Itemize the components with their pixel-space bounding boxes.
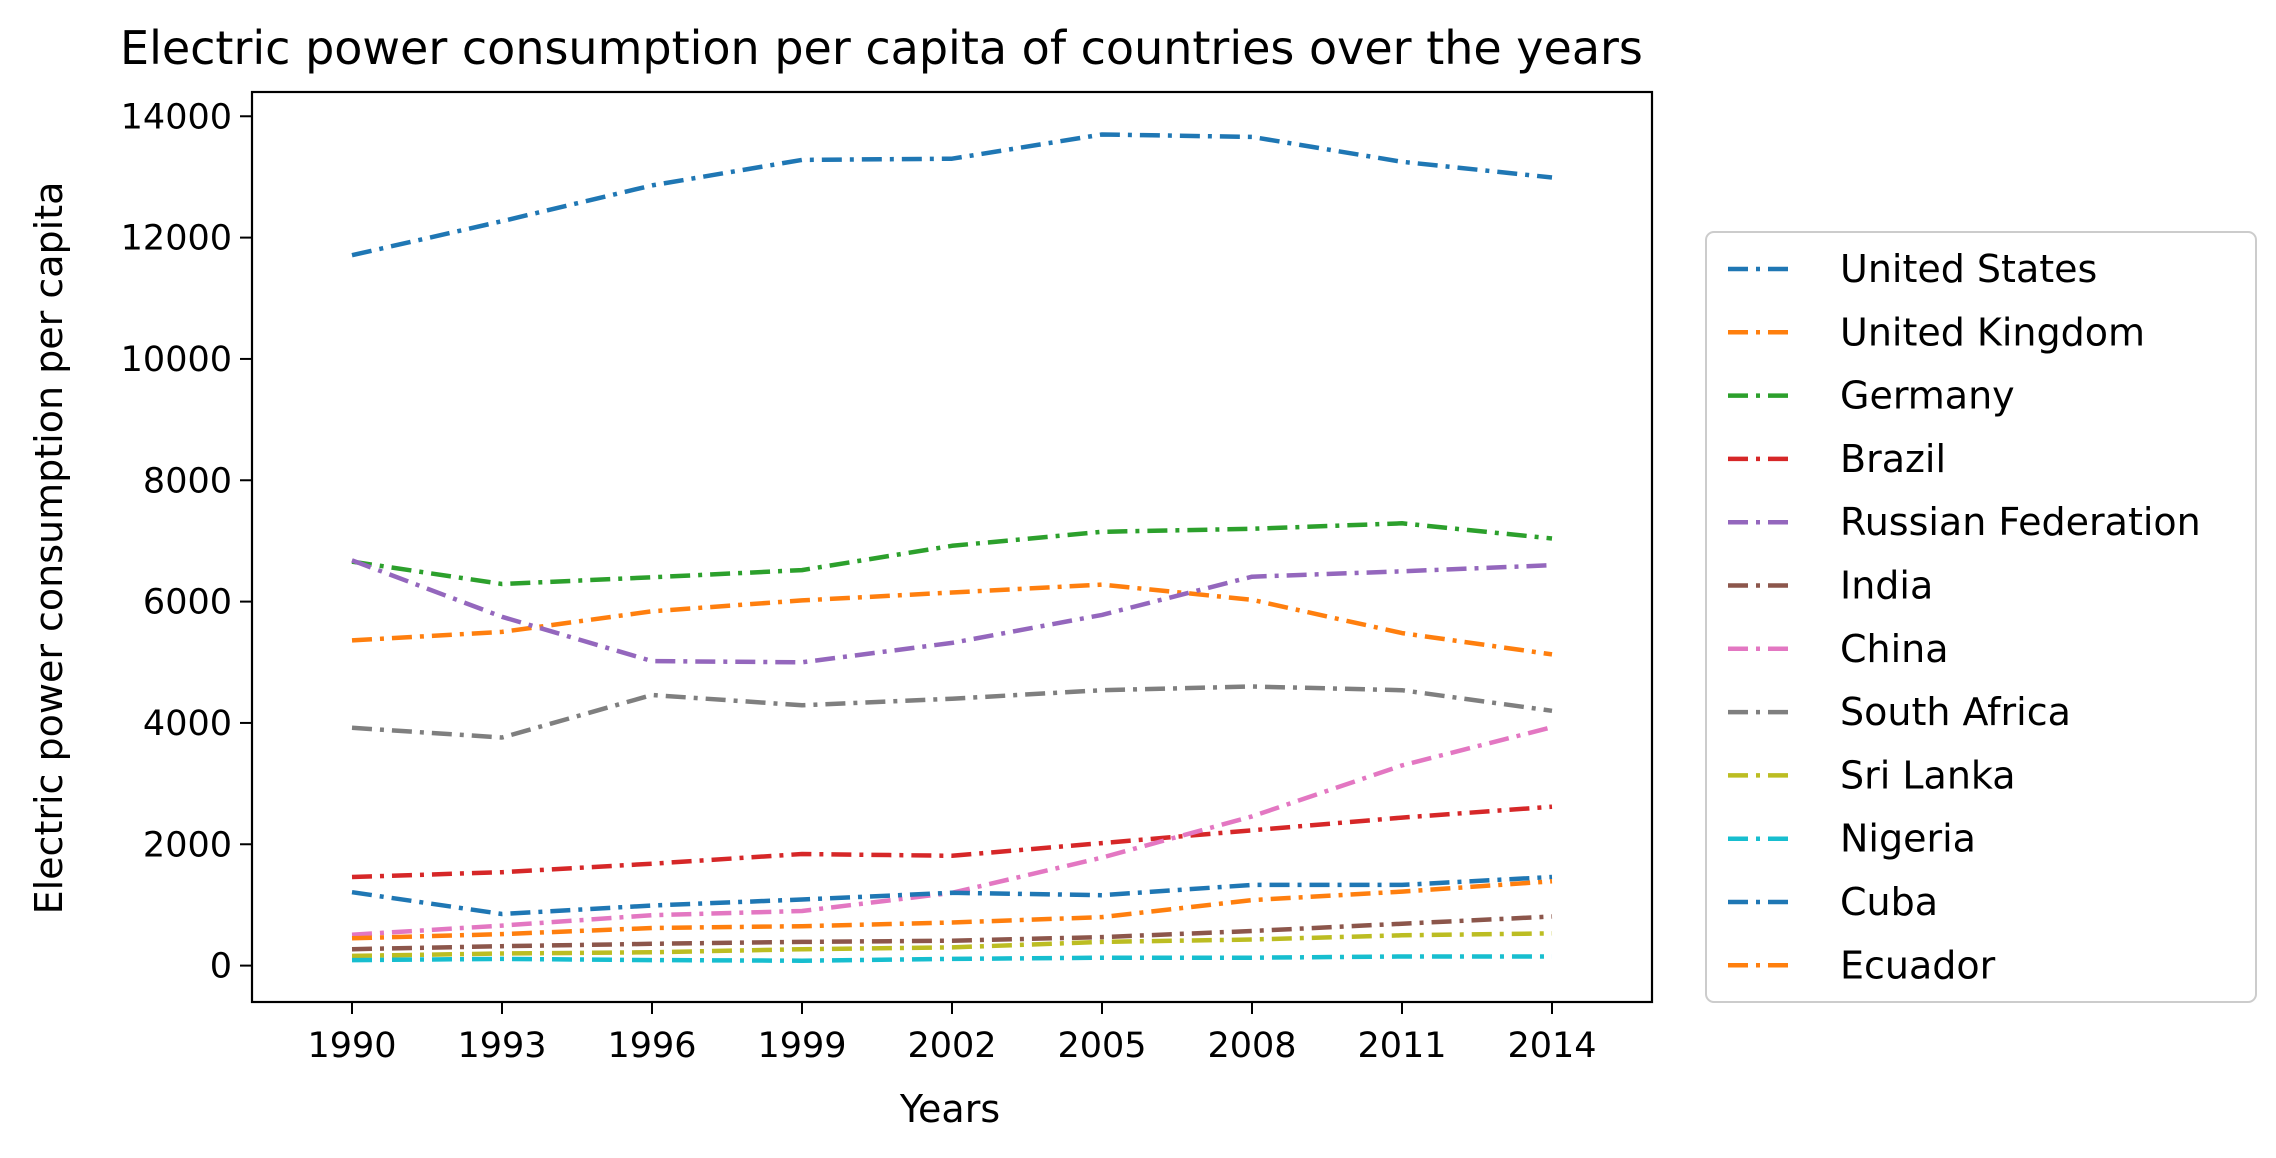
series-line-brazil [351,804,1553,880]
y-tick-label: 10000 [121,340,232,380]
y-tick-label: 0 [210,947,232,987]
series-line-united-states [351,132,1553,258]
x-tick-label: 2005 [1057,1026,1146,1066]
legend-label: United States [1840,247,2097,291]
x-tick-label: 1990 [307,1026,396,1066]
y-tick-label: 6000 [143,583,232,623]
x-tick-label: 2011 [1357,1026,1446,1066]
legend-label: United Kingdom [1840,310,2145,354]
series-line-ecuador [351,879,1553,941]
y-tick-label: 8000 [143,461,232,501]
y-tick-label: 2000 [143,825,232,865]
x-tick-label: 2008 [1207,1026,1296,1066]
series-line-nigeria [351,954,1552,963]
y-axis: 0 2000 4000 6000 8000 10000 12000 14000 [121,97,252,987]
legend-label: India [1840,564,1933,608]
legend-box [1705,231,2257,1003]
series-line-south-africa [351,684,1553,740]
x-tick-label: 2014 [1507,1026,1596,1066]
y-tick-label: 4000 [143,704,232,744]
y-tick-label: 12000 [121,219,232,259]
series-line-sri-lanka [351,931,1553,959]
x-tick-label: 1993 [457,1026,546,1066]
x-tick-label: 1996 [607,1026,696,1066]
chart-title: Electric power consumption per capita of… [120,21,1643,75]
legend-label: China [1840,627,1949,671]
legend: United States United Kingdom Germany Brazil… [1705,231,2257,1003]
legend-label: Ecuador [1840,943,1996,987]
legend-label: Brazil [1840,437,1946,481]
x-tick-label: 1999 [757,1026,846,1066]
legend-label: Nigeria [1840,817,1976,861]
series-line-germany [351,521,1553,587]
legend-label: Cuba [1840,880,1938,924]
legend-label: Russian Federation [1840,500,2201,544]
series-line-china [351,725,1553,937]
legend-label: Germany [1840,374,2015,418]
x-tick-label: 2002 [907,1026,996,1066]
y-axis-label: Electric power consumption per capita [27,182,71,915]
x-axis-label: Years [899,1087,1000,1131]
legend-label: South Africa [1840,690,2071,734]
series-lines [351,132,1553,963]
series-line-russian-federation [351,558,1553,665]
x-axis: 1990 1993 1996 1999 2002 2005 2008 2011 2014 [307,1002,1597,1066]
series-line-india [351,914,1553,952]
legend-label: Sri Lanka [1840,753,2016,797]
y-tick-label: 14000 [121,97,232,137]
series-line-united-kingdom [351,582,1553,657]
series-line-cuba [351,874,1553,917]
